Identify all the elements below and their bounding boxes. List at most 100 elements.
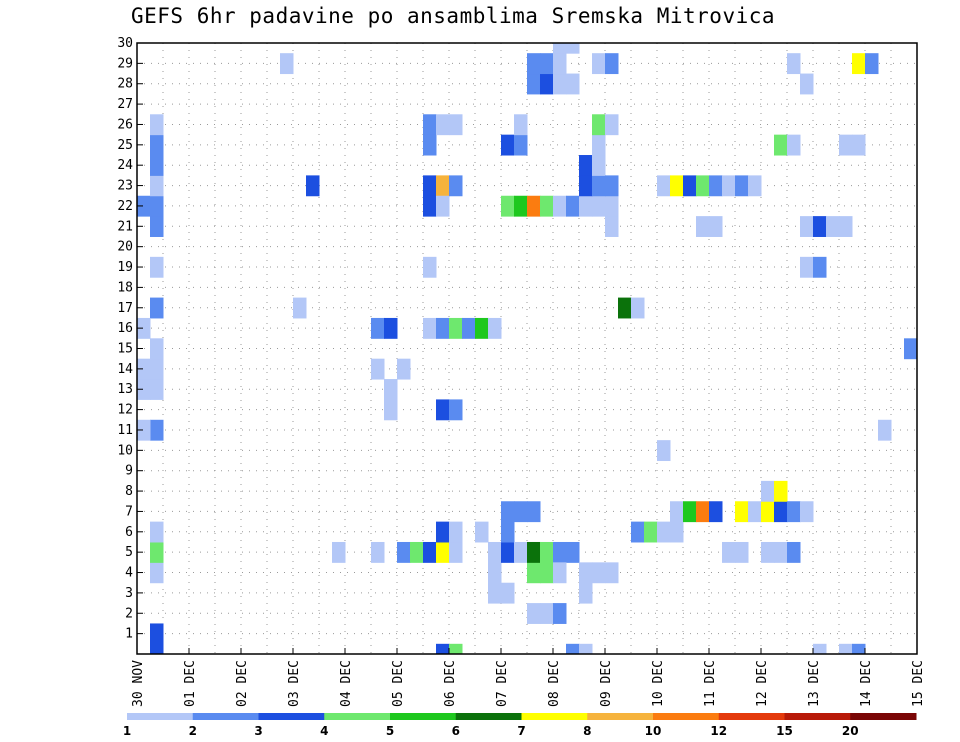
- heatmap-cell: [137, 379, 151, 400]
- heatmap-cell: [774, 134, 788, 156]
- legend-label: 6: [452, 724, 460, 738]
- heatmap-cell: [150, 195, 164, 217]
- x-tick-label: 01 DEC: [183, 660, 198, 707]
- heatmap-cell: [722, 175, 736, 197]
- heatmap-cell: [553, 73, 567, 95]
- heatmap-cell: [150, 358, 164, 380]
- y-tick-label: 22: [117, 199, 133, 214]
- heatmap-cell: [488, 317, 502, 339]
- heatmap-cell: [527, 73, 541, 95]
- legend-label: 15: [776, 724, 793, 738]
- legend-label: 10: [645, 724, 662, 738]
- x-tick-label: 30 NOV: [131, 660, 146, 707]
- heatmap-cell: [150, 338, 164, 360]
- legend-label: 8: [583, 724, 591, 738]
- heatmap-cell: [605, 53, 619, 75]
- heatmap-cell: [774, 480, 788, 502]
- heatmap-cell: [423, 114, 437, 136]
- heatmap-cell: [592, 114, 606, 136]
- y-tick-label: 19: [117, 260, 133, 275]
- heatmap-cell: [371, 358, 385, 380]
- y-tick-label: 23: [117, 179, 133, 194]
- heatmap-cell: [852, 643, 866, 655]
- heatmap-cell: [527, 562, 541, 584]
- heatmap-cell: [449, 643, 463, 655]
- heatmap-cell: [800, 216, 814, 237]
- heatmap-cell: [501, 582, 515, 604]
- heatmap-cell: [553, 603, 567, 624]
- y-tick-label: 10: [117, 443, 133, 458]
- heatmap-cell: [527, 603, 541, 624]
- heatmap-cell: [566, 643, 580, 655]
- heatmap-cell: [787, 53, 801, 75]
- legend-swatch: [718, 713, 785, 720]
- heatmap-cell: [137, 317, 151, 339]
- y-tick-label: 5: [125, 545, 133, 560]
- heatmap-cell: [813, 643, 827, 655]
- heatmap-cell: [150, 175, 164, 197]
- heatmap-cell: [150, 623, 164, 645]
- x-tick-label: 10 DEC: [651, 660, 666, 707]
- heatmap-cell: [514, 541, 528, 563]
- heatmap-cell: [150, 155, 164, 176]
- chart-title: GEFS 6hr padavine po ansamblima Sremska …: [131, 4, 776, 28]
- heatmap-cell: [436, 114, 450, 136]
- legend-label: 3: [254, 724, 262, 738]
- heatmap-cell: [488, 541, 502, 563]
- legend-label: 1: [123, 724, 131, 738]
- heatmap-cell: [631, 521, 645, 543]
- heatmap-cell: [631, 297, 645, 319]
- heatmap-cell: [670, 521, 684, 543]
- heatmap-cell: [371, 317, 385, 339]
- heatmap-cell: [501, 501, 515, 523]
- heatmap-cell: [579, 582, 593, 604]
- y-tick-label: 28: [117, 77, 133, 92]
- x-tick-label: 02 DEC: [235, 660, 250, 707]
- heatmap-cell: [150, 643, 164, 655]
- y-tick-label: 2: [125, 606, 133, 621]
- heatmap-cell: [150, 216, 164, 237]
- heatmap-cell: [566, 541, 580, 563]
- x-tick-label: 04 DEC: [339, 660, 354, 707]
- heatmap-cell: [423, 195, 437, 217]
- heatmap-cell: [150, 134, 164, 156]
- heatmap-cell: [514, 195, 528, 217]
- heatmap-cell: [696, 501, 710, 523]
- heatmap-cell: [553, 195, 567, 217]
- y-axis: 1234567891011121314151617181920212223242…: [117, 36, 143, 642]
- heatmap-cell: [527, 541, 541, 563]
- heatmap-cell: [605, 562, 619, 584]
- legend-swatch: [192, 713, 259, 720]
- heatmap-cell: [449, 114, 463, 136]
- x-tick-label: 05 DEC: [391, 660, 406, 707]
- heatmap-cell: [150, 114, 164, 136]
- heatmap-cell: [384, 399, 398, 421]
- heatmap-cell: [150, 256, 164, 278]
- heatmap-cell: [696, 216, 710, 237]
- legend-swatch: [784, 713, 851, 720]
- x-tick-label: 09 DEC: [599, 660, 614, 707]
- y-tick-label: 17: [117, 301, 133, 316]
- heatmap-cell: [865, 53, 879, 75]
- heatmap-cell: [579, 562, 593, 584]
- heatmap-cell: [774, 501, 788, 523]
- x-tick-label: 11 DEC: [703, 660, 718, 707]
- heatmap-cell: [514, 134, 528, 156]
- heatmap-cell: [527, 53, 541, 75]
- heatmap-cell: [488, 582, 502, 604]
- heatmap-cell: [514, 114, 528, 136]
- y-tick-label: 30: [117, 36, 133, 51]
- heatmap-cell: [462, 317, 476, 339]
- heatmap-cell: [540, 73, 554, 95]
- heatmap-cell: [540, 541, 554, 563]
- heatmap-cell: [878, 419, 892, 441]
- heatmap-cell: [709, 175, 723, 197]
- heatmap-cell: [696, 175, 710, 197]
- heatmap-cell: [540, 603, 554, 624]
- heatmap-cell: [501, 195, 515, 217]
- heatmap-cell: [644, 521, 658, 543]
- x-tick-label: 08 DEC: [547, 660, 562, 707]
- heatmap-cell: [553, 53, 567, 75]
- legend-label: 12: [710, 724, 727, 738]
- y-tick-label: 4: [125, 566, 133, 581]
